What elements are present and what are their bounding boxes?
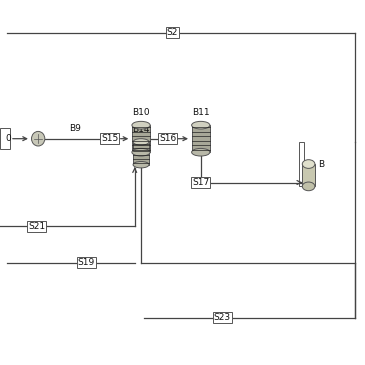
- Ellipse shape: [132, 149, 150, 156]
- FancyBboxPatch shape: [132, 125, 150, 152]
- Text: S17: S17: [192, 178, 210, 187]
- FancyBboxPatch shape: [192, 125, 210, 152]
- Text: S16: S16: [159, 134, 176, 143]
- Text: S19: S19: [78, 258, 95, 267]
- FancyBboxPatch shape: [302, 164, 315, 187]
- Text: B10: B10: [132, 108, 150, 117]
- FancyBboxPatch shape: [133, 142, 149, 165]
- Text: B: B: [318, 160, 324, 169]
- Circle shape: [31, 131, 45, 146]
- Ellipse shape: [302, 182, 315, 191]
- Ellipse shape: [192, 121, 210, 129]
- Text: S21: S21: [28, 222, 45, 231]
- Text: B9: B9: [69, 124, 81, 133]
- Ellipse shape: [132, 121, 150, 129]
- Text: B14: B14: [132, 125, 150, 134]
- Ellipse shape: [302, 160, 315, 168]
- FancyBboxPatch shape: [0, 128, 10, 149]
- Ellipse shape: [133, 161, 149, 168]
- Ellipse shape: [133, 139, 149, 145]
- Text: S2: S2: [167, 28, 178, 37]
- Text: 0: 0: [5, 134, 11, 143]
- Text: S23: S23: [214, 313, 231, 322]
- Text: S15: S15: [101, 134, 118, 143]
- Ellipse shape: [192, 149, 210, 156]
- Text: B11: B11: [192, 108, 210, 117]
